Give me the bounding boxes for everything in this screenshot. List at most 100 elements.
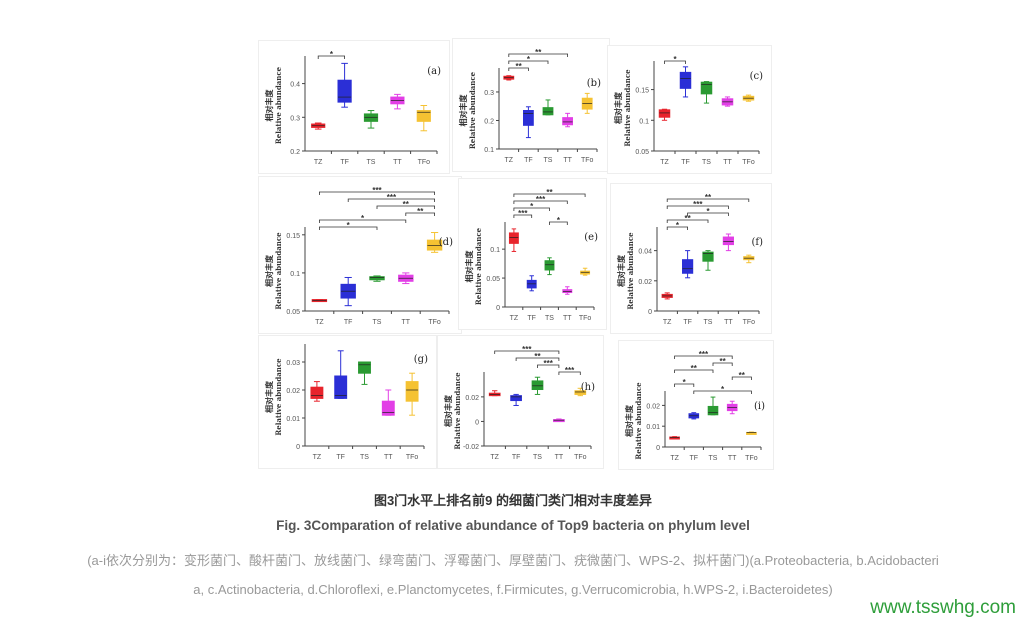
y-tick-label: 0.2 — [290, 149, 300, 156]
y-tick-label: 0.02 — [286, 388, 300, 395]
x-tick-label: TFo — [579, 315, 592, 322]
x-tick-label: TS — [704, 319, 713, 326]
caption-title-zh: 图3门水平上排名前9 的细菌门类门相对丰度差异 — [373, 493, 653, 508]
significance-bracket — [537, 364, 560, 368]
y-axis-label-en: Relative abundance — [453, 372, 462, 450]
y-tick-label: 0.02 — [646, 403, 660, 410]
significance-bracket — [508, 53, 568, 57]
y-axis-label: 相对丰度Relative abundance — [616, 232, 635, 310]
y-axis-label-en: Relative abundance — [474, 227, 483, 305]
box-TS — [702, 251, 714, 262]
panel-i: 相对丰度Relative abundance 0 0.01 0.02 TZ TF TS TT T… — [618, 340, 774, 470]
significance-label: * — [361, 214, 365, 223]
panel-label: (d) — [439, 237, 453, 248]
significance-label: ** — [691, 364, 698, 373]
panel-label: (i) — [754, 401, 765, 412]
box-TFo — [416, 110, 431, 122]
y-tick-label: 0 — [648, 309, 652, 316]
significance-bracket — [666, 198, 750, 202]
x-tick-label: TS — [702, 159, 711, 166]
y-tick-label: 0.05 — [286, 309, 300, 316]
panel-label: (b) — [587, 78, 601, 89]
box-TFo — [426, 239, 443, 251]
significance-bracket — [664, 60, 686, 64]
y-axis-label-zh: 相对丰度 — [443, 394, 453, 427]
y-axis-label-zh: 相对丰度 — [464, 250, 474, 283]
significance-label: ** — [535, 48, 542, 57]
x-tick-label: TFo — [406, 454, 419, 461]
y-axis-label-en: Relative abundance — [623, 69, 632, 147]
y-tick-label: 0.04 — [638, 249, 652, 256]
y-axis-label: 相对丰度Relative abundance — [264, 232, 283, 310]
x-tick-label: TZ — [505, 157, 514, 164]
significance-label: ** — [534, 352, 541, 361]
significance-label: * — [706, 207, 710, 216]
y-axis-label: 相对丰度Relative abundance — [264, 66, 283, 144]
x-tick-label: TF — [527, 315, 536, 322]
y-tick-label: 0.01 — [286, 416, 300, 423]
panel-e: 相对丰度Relative abundance 0 0.05 0.1 TZ TF TS TT TF… — [458, 178, 607, 330]
panel-h: 相对丰度Relative abundance -0.02 0 0.02 TZ TF TS TT… — [437, 335, 604, 469]
x-tick-label: TZ — [314, 159, 323, 166]
y-axis-label-en: Relative abundance — [626, 232, 635, 310]
y-axis-label-zh: 相对丰度 — [624, 404, 634, 437]
x-tick-label: TFo — [428, 319, 441, 326]
y-axis-label-en: Relative abundance — [274, 232, 283, 310]
significance-label: ** — [417, 207, 424, 216]
panel-label: (h) — [581, 382, 595, 393]
y-axis-label: 相对丰度Relative abundance — [624, 382, 643, 460]
x-tick-label: TT — [393, 159, 402, 166]
significance-label: ** — [739, 371, 746, 380]
y-tick-label: 0.05 — [486, 276, 500, 283]
y-tick-label: 0.15 — [635, 88, 649, 95]
caption-title-en: Fig. 3Comparation of relative abundance … — [276, 518, 750, 533]
y-tick-label: 0.1 — [639, 118, 649, 125]
panel-svg: 相对丰度Relative abundance 0 0.01 0.02 TZ TF TS TT T… — [624, 350, 765, 462]
box-TF — [334, 375, 348, 399]
caption-note-line1: (a-i依次分别为：变形菌门、酸杆菌门、放线菌门、绿弯菌门、浮霉菌门、厚壁菌门、… — [87, 553, 939, 568]
x-tick-label: TZ — [660, 159, 669, 166]
y-tick-label: 0 — [656, 445, 660, 452]
box-TZ — [508, 232, 519, 244]
significance-label: ** — [705, 193, 712, 202]
y-axis-label-en: Relative abundance — [274, 66, 283, 144]
significance-label: ** — [684, 214, 691, 223]
significance-bracket — [513, 207, 550, 211]
x-tick-label: TS — [533, 454, 542, 461]
panel-svg: 相对丰度Relative abundance 0 0.01 0.02 0.03 TZ TF T… — [264, 344, 428, 461]
y-tick-label: 0.05 — [635, 149, 649, 156]
x-tick-label: TT — [384, 454, 393, 461]
x-tick-label: TT — [728, 455, 737, 462]
box-TFo — [405, 381, 419, 402]
panel-label: (e) — [584, 232, 598, 243]
significance-bracket — [508, 60, 549, 64]
y-tick-label: 0.15 — [286, 233, 300, 240]
significance-label: ** — [515, 62, 522, 71]
box-TF — [337, 79, 352, 103]
box-TF — [510, 395, 522, 402]
significance-bracket — [674, 369, 714, 373]
box-TZ — [310, 386, 324, 399]
significance-bracket — [693, 390, 752, 394]
x-tick-label: TFo — [742, 159, 755, 166]
y-tick-label: 0 — [475, 419, 479, 426]
x-tick-label: TF — [681, 159, 690, 166]
y-tick-label: -0.02 — [463, 444, 479, 451]
significance-label: *** — [522, 345, 532, 354]
caption-note-line2: a, c.Actinobacteria, d.Chloroflexi, e.Pl… — [193, 582, 833, 597]
x-tick-label: TFo — [418, 159, 431, 166]
x-tick-label: TZ — [313, 454, 322, 461]
significance-label: * — [673, 55, 677, 64]
y-axis-label: 相对丰度Relative abundance — [264, 358, 283, 436]
significance-label: ** — [546, 188, 553, 197]
significance-label: * — [330, 50, 334, 59]
box-TS — [707, 405, 719, 416]
significance-bracket — [687, 212, 729, 216]
panel-svg: 相对丰度Relative abundance 0 0.05 0.1 TZ TF TS TT TF… — [464, 188, 598, 322]
y-axis-label-en: Relative abundance — [274, 358, 283, 436]
panel-f: 相对丰度Relative abundance 0 0.02 0.04 TZ TF TS TT T… — [610, 183, 772, 334]
significance-label: *** — [518, 209, 528, 218]
significance-bracket — [347, 198, 435, 202]
y-axis-label-zh: 相对丰度 — [264, 254, 274, 287]
